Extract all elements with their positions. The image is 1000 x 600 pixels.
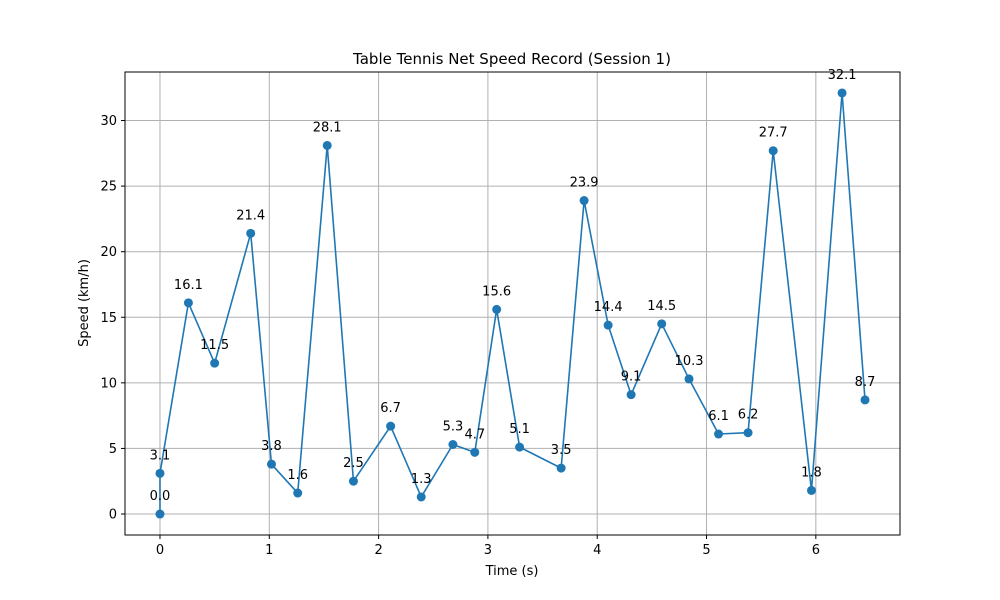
data-label: 1.6 (287, 468, 308, 483)
data-point (210, 358, 220, 368)
data-point (266, 459, 276, 469)
x-tick-label: 4 (593, 543, 601, 558)
data-label: 0.0 (150, 489, 171, 504)
y-tick-label: 30 (100, 114, 117, 129)
axis-ticks: 0 1 2 3 4 5 6 0 5 10 15 20 25 30 (100, 114, 820, 558)
data-series (155, 88, 870, 519)
data-point (579, 196, 589, 206)
data-label: 3.8 (261, 439, 282, 454)
data-point (293, 488, 303, 498)
y-tick-label: 25 (100, 180, 117, 195)
data-label: 14.4 (594, 300, 623, 315)
data-label: 6.2 (738, 408, 759, 423)
data-label: 1.8 (801, 465, 822, 480)
data-point (155, 509, 165, 519)
data-labels: 0.0 3.1 16.1 11.5 21.4 3.8 1.6 28.1 2.5 6.7 1.3 5.3… (150, 68, 876, 504)
data-point (448, 439, 458, 449)
y-tick-label: 5 (109, 442, 117, 457)
data-point (470, 447, 480, 457)
x-tick-label: 1 (265, 543, 273, 558)
y-tick-label: 15 (100, 311, 117, 326)
data-label: 11.5 (200, 338, 229, 353)
data-label: 5.3 (443, 419, 464, 434)
data-label: 28.1 (313, 120, 342, 135)
chart-title: Table Tennis Net Speed Record (Session 1… (352, 50, 671, 68)
data-point (322, 140, 332, 150)
data-point (515, 442, 525, 452)
y-tick-label: 20 (100, 245, 117, 260)
data-point (603, 320, 613, 330)
data-point (183, 298, 193, 308)
data-label: 3.1 (150, 448, 171, 463)
data-point (348, 476, 358, 486)
data-point (657, 319, 667, 329)
data-label: 6.7 (380, 401, 401, 416)
data-point (743, 428, 753, 438)
data-label: 1.3 (411, 472, 432, 487)
data-point (155, 468, 165, 478)
data-point (714, 429, 724, 439)
data-label: 15.6 (482, 284, 511, 299)
plot-frame (124, 71, 901, 536)
data-point (860, 395, 870, 405)
data-label: 27.7 (759, 126, 788, 141)
data-label: 9.1 (621, 370, 642, 385)
x-tick-label: 5 (702, 543, 710, 558)
x-tick-label: 2 (374, 543, 382, 558)
data-point (837, 88, 847, 98)
data-point (684, 374, 694, 384)
x-axis-label: Time (s) (485, 564, 539, 579)
data-label: 14.5 (647, 299, 676, 314)
data-label: 32.1 (828, 68, 857, 83)
data-point (492, 304, 502, 314)
y-tick-label: 0 (109, 508, 117, 523)
data-label: 21.4 (236, 208, 265, 223)
data-label: 6.1 (708, 409, 729, 424)
data-point (768, 146, 778, 156)
x-tick-label: 3 (484, 543, 492, 558)
data-label: 2.5 (343, 456, 364, 471)
data-point (416, 492, 426, 502)
data-label: 16.1 (174, 278, 203, 293)
data-label: 10.3 (675, 354, 704, 369)
data-label: 5.1 (509, 422, 530, 437)
data-label: 4.7 (464, 427, 485, 442)
x-tick-label: 0 (156, 543, 164, 558)
y-axis-label: Speed (km/h) (77, 259, 92, 347)
data-label: 23.9 (570, 176, 599, 191)
data-label: 8.7 (855, 375, 876, 390)
data-label: 3.5 (551, 443, 572, 458)
data-point (386, 421, 396, 431)
data-point (806, 485, 816, 495)
data-point (246, 228, 256, 238)
data-point (556, 463, 566, 473)
data-point (626, 390, 636, 400)
x-tick-label: 6 (812, 543, 820, 558)
y-tick-label: 10 (100, 376, 117, 391)
